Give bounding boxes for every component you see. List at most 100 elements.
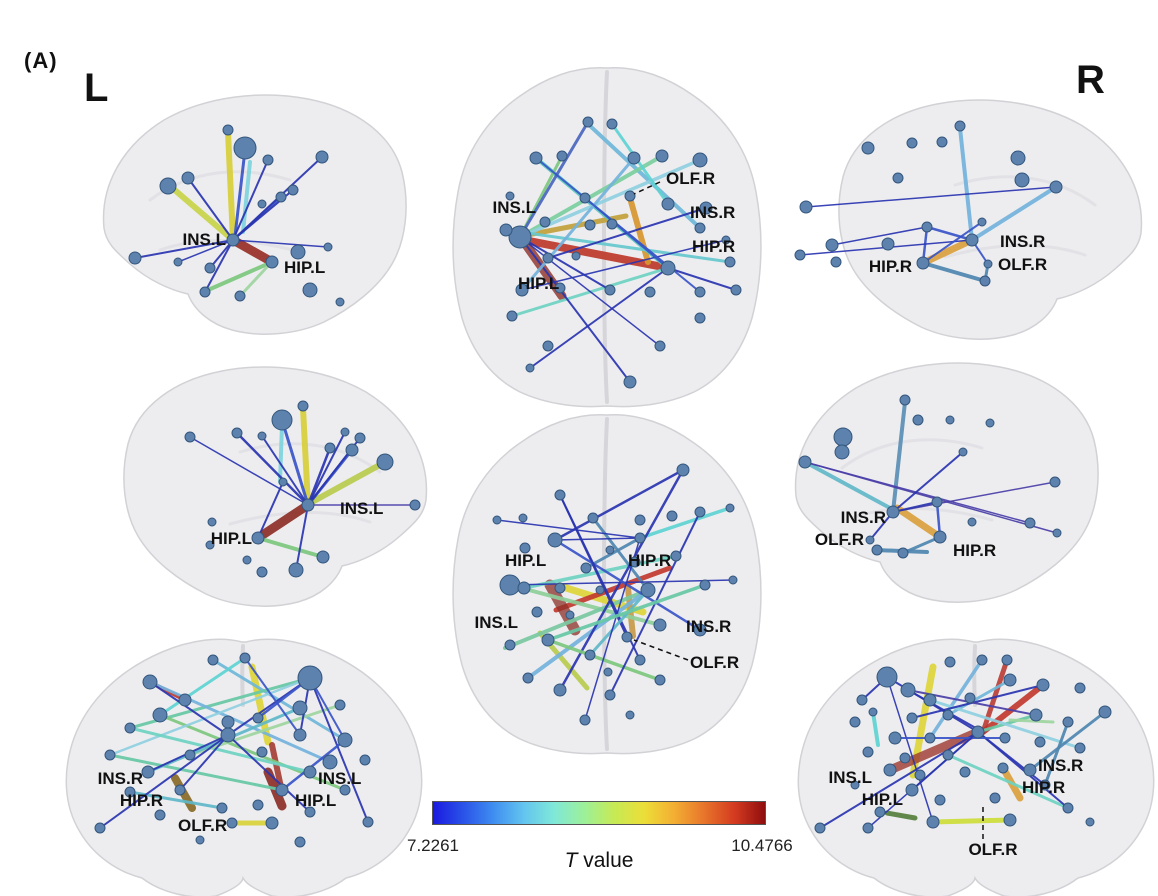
brain-outline (452, 414, 762, 755)
node-marker (944, 656, 956, 668)
connection-edge (591, 516, 650, 592)
node-marker (730, 284, 742, 296)
connection-edge (977, 731, 1046, 786)
node-marker (1003, 673, 1017, 687)
node-marker (886, 505, 900, 519)
region-label: INS.L (183, 230, 226, 249)
node-marker (644, 286, 656, 298)
node-marker (315, 150, 329, 164)
node-marker (881, 237, 895, 251)
node-marker (265, 255, 279, 269)
node-marker (924, 732, 936, 744)
connection-edge (158, 713, 347, 792)
node-marker (301, 498, 315, 512)
node-marker (868, 707, 878, 717)
connection-edge (108, 676, 312, 757)
node-marker (239, 652, 251, 664)
node-marker (579, 192, 591, 204)
connection-edge (204, 239, 234, 293)
connection-edge (946, 753, 1070, 810)
connection-edge (886, 676, 934, 823)
node-marker (584, 649, 596, 661)
node-marker (979, 275, 991, 287)
node-marker (204, 262, 216, 274)
node-marker (1023, 763, 1037, 777)
region-label: INS.R (1000, 232, 1045, 251)
node-marker (606, 218, 618, 230)
node-marker (297, 400, 309, 412)
midline-groove (240, 644, 245, 707)
node-marker (278, 477, 288, 487)
node-marker (304, 806, 316, 818)
connection-edge (187, 177, 234, 241)
connection-edge (526, 588, 650, 680)
node-marker (933, 530, 947, 544)
node-marker (1003, 813, 1017, 827)
connection-edge (519, 236, 631, 383)
connection-edge (980, 657, 1010, 735)
node-marker (554, 282, 566, 294)
node-marker (323, 242, 333, 252)
brain-view-axial-superior: OLF.R INS.L INS.R HIP.R HIP.L (452, 67, 762, 408)
connection-edge (177, 239, 234, 263)
node-marker (1085, 817, 1095, 827)
node-marker (94, 822, 106, 834)
connection-edge (148, 680, 332, 764)
node-marker (921, 221, 933, 233)
node-marker (640, 582, 656, 598)
label-leader-line (633, 181, 661, 195)
orientation-right-label: R (1076, 58, 1105, 102)
connection-edge (233, 148, 247, 238)
node-marker (694, 286, 706, 298)
brain-view-coronal-posterior: INS.L HIP.L INS.R HIP.R OLF.R (797, 638, 1155, 896)
connection-edge (638, 506, 732, 540)
node-marker (699, 579, 711, 591)
brain-outline (452, 67, 762, 408)
connection-edge (188, 703, 342, 757)
node-marker (1014, 172, 1030, 188)
node-marker (849, 716, 861, 728)
brain-outline (838, 99, 1143, 340)
region-label: INS.L (475, 613, 518, 632)
region-label: INS.L (829, 768, 872, 787)
node-marker (830, 256, 842, 268)
node-marker (252, 799, 264, 811)
node-marker (324, 442, 336, 454)
connection-edge (892, 501, 938, 513)
node-marker (899, 752, 911, 764)
node-marker (226, 233, 240, 247)
node-marker (624, 190, 636, 202)
region-label: HIP.L (518, 274, 559, 293)
connection-edge (867, 731, 979, 829)
connection-edge (921, 261, 987, 283)
node-marker (923, 693, 937, 707)
node-marker (257, 199, 267, 209)
node-marker (334, 699, 346, 711)
node-marker (104, 749, 116, 761)
node-marker (290, 244, 306, 260)
node-marker (654, 674, 666, 686)
node-marker (262, 154, 274, 166)
node-marker (625, 710, 635, 720)
node-marker (1034, 736, 1046, 748)
node-marker (554, 582, 566, 594)
connection-edge (925, 225, 974, 242)
region-label: INS.L (340, 499, 383, 518)
connection-edge (167, 183, 236, 243)
colorbar-title: T value (565, 849, 634, 873)
node-marker (1039, 779, 1051, 791)
node-marker (207, 517, 217, 527)
connection-edge (238, 264, 270, 298)
node-marker (977, 217, 987, 227)
node-marker (861, 141, 875, 155)
connection-edge (803, 460, 892, 510)
node-marker (199, 286, 211, 298)
connection-edge (891, 400, 907, 514)
node-marker (967, 517, 977, 527)
connection-edge (892, 451, 964, 513)
node-marker (584, 219, 596, 231)
node-marker (606, 118, 618, 130)
colorbar-min-tick: 7.2261 (407, 836, 459, 855)
node-marker (883, 763, 897, 777)
